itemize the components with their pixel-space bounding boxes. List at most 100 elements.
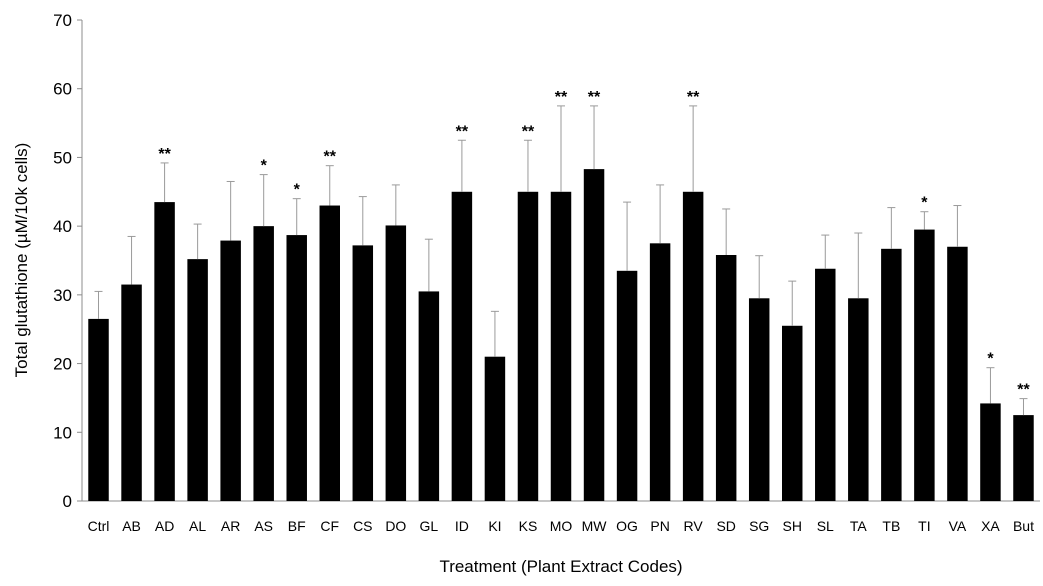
error-bar-rv [689,105,698,192]
significance-marker-but: ** [1017,382,1030,399]
x-category-label: AS [254,518,273,534]
significance-marker-xa: * [987,351,994,368]
x-category-label: AR [221,518,240,534]
y-axis-title: Total glutathione (µM/10k cells) [12,143,31,378]
bar-as [253,226,274,501]
y-tick-label: 50 [53,148,72,167]
x-category-label: CF [320,518,339,534]
bar-sl [815,268,836,501]
error-bar-gl [424,238,433,292]
significance-marker-id: ** [456,123,469,140]
bar-al [187,259,208,501]
y-axis-ticks: 0 10 20 30 40 50 60 70 [53,11,82,511]
bar-og [616,270,638,501]
error-bar-ctrl [94,290,103,319]
bar-pn [649,243,671,502]
bar-ab [121,284,142,501]
bar-sh [782,325,803,501]
error-bar-sg [755,255,764,299]
x-category-label: SD [716,518,735,534]
x-category-label: SG [749,518,769,534]
bar-bf [286,235,307,501]
significance-marker-mw: ** [588,89,601,106]
x-category-label: SL [817,518,834,534]
y-tick-label: 10 [53,423,72,442]
bar-do [385,225,407,501]
bar-mw [583,169,605,502]
x-category-label: AB [122,518,141,534]
error-bar-ki [490,310,499,357]
error-bar-sl [821,234,830,269]
error-bar-sh [788,280,797,326]
bar-ks [517,191,539,502]
error-bar-id [457,139,466,192]
bar-ad [154,202,175,502]
x-category-label: ID [455,518,469,534]
bar-sd [715,255,737,501]
bar-id [451,191,473,502]
error-bar-cs [358,196,367,246]
x-category-label: PN [650,518,669,534]
x-category-label: GL [420,518,439,534]
x-category-label: SH [783,518,802,534]
bar-ti [914,229,935,502]
error-bar-sd [722,208,731,256]
x-category-label: Ctrl [88,518,110,534]
bar-ar [220,240,241,501]
x-category-label: MO [550,518,573,534]
bar-cs [352,245,374,501]
error-bar-pn [656,184,665,244]
bars [88,169,1034,502]
bar-gl [418,291,440,501]
bar-ctrl [88,318,109,501]
error-bar-va [953,205,962,247]
x-axis-title: Treatment (Plant Extract Codes) [439,557,682,576]
error-bar-but [1019,398,1028,416]
bar-va [947,246,968,501]
significance-marker-ti: * [921,195,928,212]
significance-marker-rv: ** [687,89,700,106]
x-category-label: DO [385,518,406,534]
x-category-label: But [1013,518,1034,534]
error-bar-ab [127,235,136,285]
x-category-label: MW [582,518,608,534]
error-bars [94,105,1028,416]
x-category-label: OG [616,518,638,534]
y-tick-label: 0 [63,492,72,511]
significance-markers: ******** **** ** ****** [158,89,1030,399]
error-bar-xa [986,367,995,404]
y-tick-label: 60 [53,80,72,99]
x-category-label: VA [949,518,967,534]
bar-sg [748,298,770,501]
error-bar-cf [325,165,334,206]
x-category-label: KI [488,518,501,534]
error-bar-ks [523,139,532,192]
significance-marker-mo: ** [555,89,568,106]
y-tick-label: 40 [53,217,72,236]
x-category-label: TA [850,518,868,534]
significance-marker-bf: * [294,182,301,199]
x-category-label: TI [918,518,930,534]
error-bar-al [193,223,202,260]
y-tick-label: 70 [53,11,72,30]
x-category-label: RV [684,518,704,534]
x-category-label: XA [981,518,1000,534]
x-category-label: CS [353,518,372,534]
error-bar-bf [292,198,301,236]
bar-rv [682,191,704,502]
x-category-label: BF [288,518,306,534]
bar-cf [319,205,340,501]
error-bar-og [623,201,632,271]
x-category-label: AL [189,518,206,534]
x-category-label: KS [519,518,538,534]
significance-marker-cf: ** [324,149,337,166]
error-bar-ar [226,180,235,241]
error-bar-ad [160,162,169,203]
y-tick-label: 20 [53,355,72,374]
x-category-label: TB [882,518,900,534]
bar-but [1013,415,1034,501]
y-tick-label: 30 [53,286,72,305]
error-bar-as [259,174,268,227]
